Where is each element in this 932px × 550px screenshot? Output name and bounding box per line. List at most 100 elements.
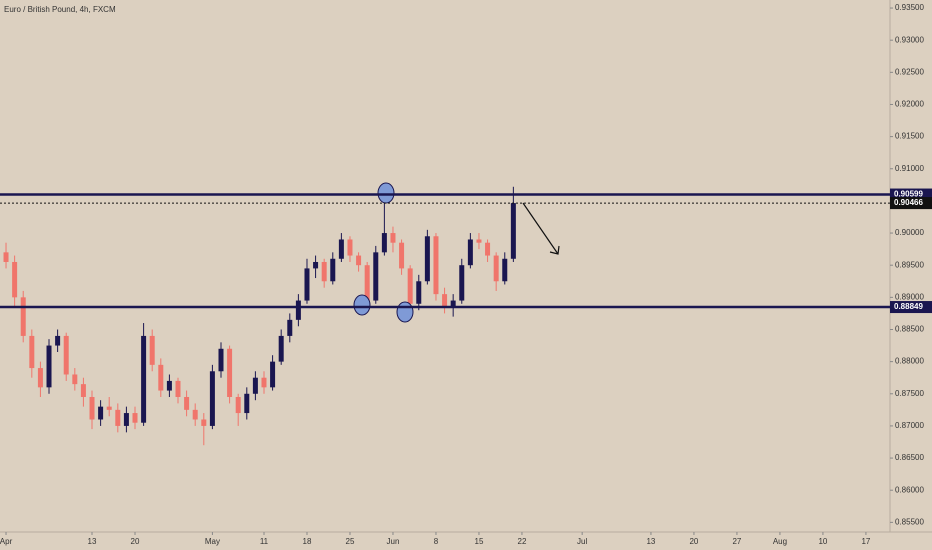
annotation-circle	[377, 182, 395, 204]
candle-body	[115, 409, 121, 426]
candle-body	[338, 239, 344, 259]
arrow-head	[549, 245, 560, 255]
candle-body	[192, 409, 198, 420]
y-tick-label: 0.93000	[895, 35, 924, 44]
y-tick-label: 0.88000	[895, 357, 924, 366]
candle-body	[158, 364, 164, 391]
x-tick-label: 22	[518, 537, 527, 546]
x-tick-label: 13	[88, 537, 97, 546]
x-tick-label: 17	[861, 537, 870, 546]
candle-body	[235, 396, 241, 414]
candle-body	[304, 268, 310, 301]
candle-body	[416, 281, 422, 304]
x-tick-label: 20	[689, 537, 698, 546]
y-tick-label: 0.93500	[895, 3, 924, 12]
candle-body	[80, 384, 86, 397]
candle-body	[485, 242, 491, 256]
candle-body	[424, 236, 430, 282]
arrow-shaft	[522, 202, 559, 255]
candle-body	[433, 236, 439, 295]
candle-body	[55, 335, 61, 346]
candle-body	[476, 239, 482, 243]
candle-body	[244, 393, 250, 414]
candle-body	[141, 335, 147, 423]
candle-body	[218, 348, 224, 372]
chart-title: Euro / British Pound, 4h, FXCM	[4, 5, 116, 14]
x-tick-label: Aug	[773, 537, 787, 546]
candle-body	[184, 396, 190, 410]
candle-body	[175, 380, 181, 397]
y-tick-label: 0.91000	[895, 164, 924, 173]
candle-body	[278, 335, 284, 362]
y-tick-label: 0.89500	[895, 260, 924, 269]
candle-body	[450, 300, 456, 307]
x-tick-label: Jun	[387, 537, 400, 546]
candle-body	[364, 265, 370, 301]
candle-body	[295, 300, 301, 320]
candle-body	[373, 252, 379, 301]
candle-body	[12, 261, 18, 298]
candle-body	[390, 233, 396, 243]
y-tick-label: 0.92000	[895, 100, 924, 109]
x-tick-label: 25	[346, 537, 355, 546]
level-label-box	[890, 301, 932, 314]
x-tick-label: 20	[131, 537, 140, 546]
x-tick-label: 8	[434, 537, 439, 546]
x-tick-label: Jul	[577, 537, 587, 546]
x-tick-label: 11	[260, 537, 269, 546]
candle-body	[72, 374, 78, 385]
candle-body	[287, 319, 293, 336]
candle-body	[149, 335, 155, 365]
candle-body	[63, 335, 69, 375]
candle-body	[132, 413, 138, 423]
candle-body	[123, 413, 129, 426]
candle-body	[510, 203, 516, 259]
candle-body	[29, 335, 35, 369]
candle-body	[20, 297, 26, 336]
candle-body	[381, 233, 387, 253]
y-tick-label: 0.91500	[895, 132, 924, 141]
x-tick-label: 10	[818, 537, 827, 546]
candle-body	[106, 406, 112, 410]
x-tick-label: 27	[732, 537, 741, 546]
y-tick-label: 0.92500	[895, 67, 924, 76]
annotation-circle	[396, 301, 414, 323]
x-tick-label: Apr	[0, 537, 13, 546]
y-tick-label: 0.87500	[895, 389, 924, 398]
candle-body	[459, 265, 465, 301]
candle-body	[261, 377, 267, 388]
candle-body	[201, 419, 207, 426]
candle-body	[166, 380, 172, 391]
candle-body	[502, 258, 508, 282]
marks	[3, 186, 516, 446]
candle-body	[399, 242, 405, 269]
y-tick-label: 0.87000	[895, 421, 924, 430]
candle-body	[46, 345, 52, 388]
y-tick-label: 0.88500	[895, 325, 924, 334]
y-tick-label: 0.86000	[895, 485, 924, 494]
candle-body	[37, 368, 43, 388]
candle-body	[493, 255, 499, 282]
x-tick-label: 13	[646, 537, 655, 546]
y-tick-label: 0.90000	[895, 228, 924, 237]
candle-body	[330, 258, 336, 282]
x-tick-label: May	[205, 537, 220, 546]
x-tick-label: 18	[303, 537, 312, 546]
candle-body	[313, 261, 319, 269]
candle-body	[252, 377, 258, 394]
y-tick-label: 0.89000	[895, 292, 924, 301]
candle-body	[467, 239, 473, 266]
candle-body	[347, 239, 353, 256]
candle-body	[407, 268, 413, 304]
candle-body	[209, 371, 215, 426]
candle-body	[89, 396, 95, 420]
candle-body	[227, 348, 233, 397]
last-price-label: 0.90466	[894, 198, 923, 207]
level-label: 0.88849	[894, 302, 923, 311]
y-tick-label: 0.85500	[895, 517, 924, 526]
y-tick-label: 0.86500	[895, 453, 924, 462]
candle-body	[270, 361, 276, 388]
